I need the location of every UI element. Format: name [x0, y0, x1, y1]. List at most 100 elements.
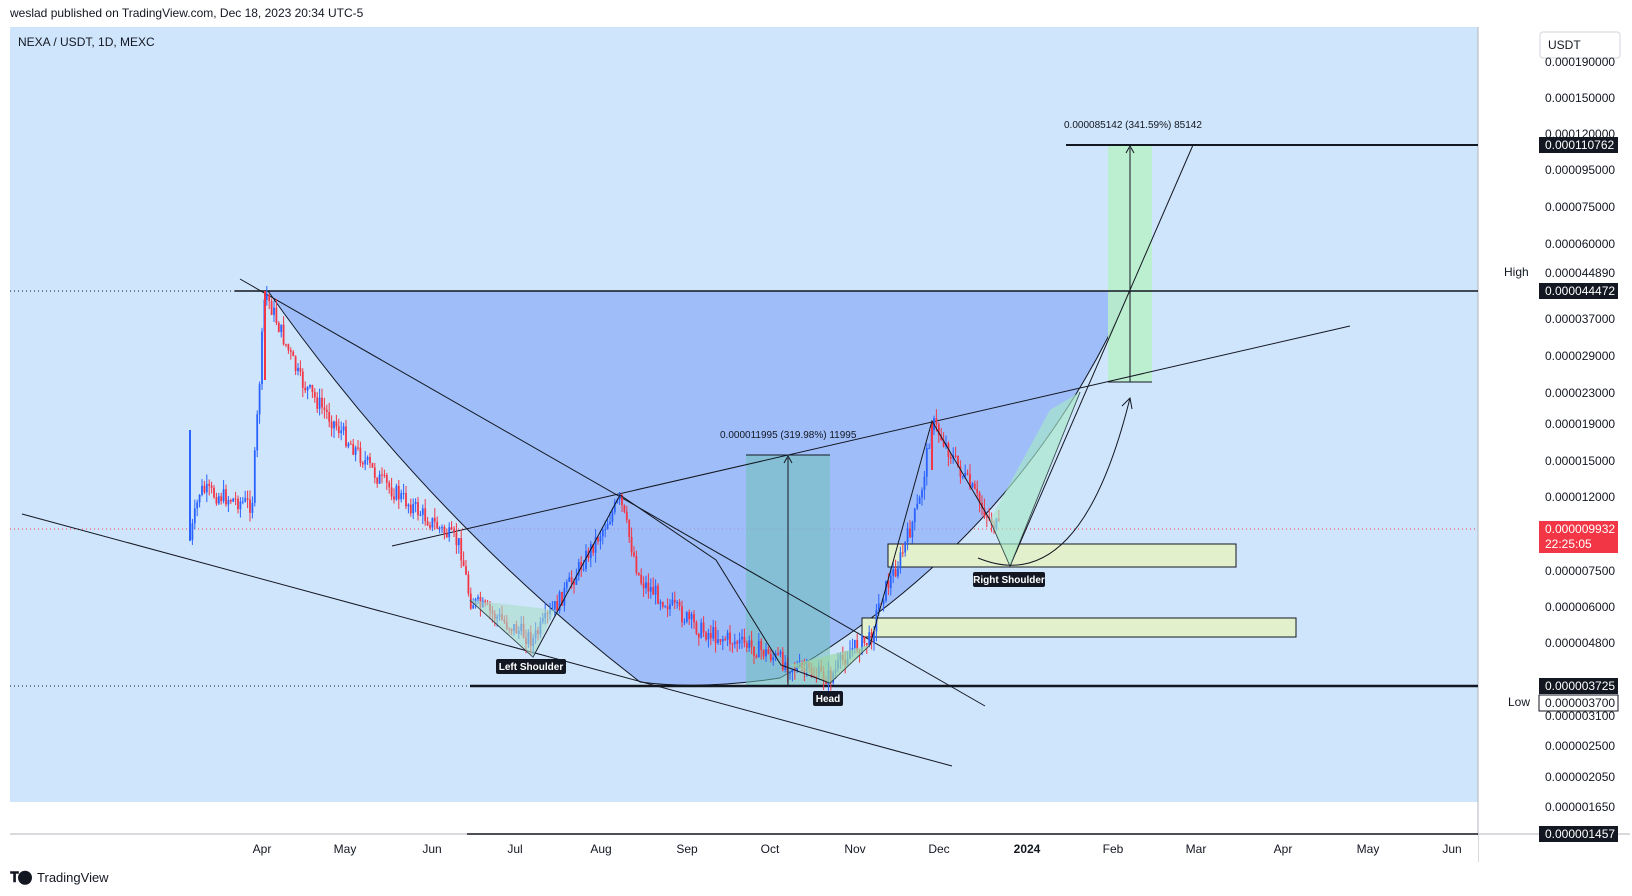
candle-body — [635, 556, 638, 573]
price-tick-17: 0.000003100 — [1545, 709, 1615, 723]
candle-body — [426, 521, 429, 526]
current-price-label: 0.000009932 22:25:05 — [1539, 521, 1618, 553]
candle-body — [465, 566, 467, 575]
candle-body — [441, 526, 443, 528]
time-tick-4: Aug — [590, 842, 611, 856]
candle-body — [450, 527, 453, 530]
candle-body — [472, 605, 475, 609]
candle-body — [325, 409, 328, 412]
candle-body — [676, 602, 679, 604]
time-tick-10: Feb — [1103, 842, 1124, 856]
candle-body — [405, 493, 407, 507]
symbol-label[interactable]: NEXA / USDT, 1D, MEXC — [18, 35, 155, 49]
price-tick-3: 0.000095000 — [1545, 163, 1615, 177]
candle-body — [342, 426, 345, 431]
candle-body — [376, 477, 379, 484]
candle-body — [402, 493, 405, 495]
candle-body — [705, 632, 707, 640]
candle-body — [429, 525, 431, 528]
candle-body — [222, 489, 225, 502]
candle-body — [709, 632, 712, 639]
candle-body — [714, 627, 717, 643]
candle-body — [906, 528, 909, 542]
candle-body — [957, 455, 959, 467]
price-tick-1: 0.000150000 — [1545, 91, 1615, 105]
candle-body — [438, 527, 441, 529]
candle-body — [232, 498, 235, 502]
candle-body — [304, 387, 307, 391]
candle-body — [606, 524, 609, 530]
svg-text:0.000003725: 0.000003725 — [1545, 679, 1615, 693]
candle-body — [685, 612, 688, 622]
candle-body — [347, 443, 350, 447]
price-tick-12: 0.000012000 — [1545, 490, 1615, 504]
svg-text:22:25:05: 22:25:05 — [1545, 537, 1592, 551]
candle-body — [885, 580, 887, 601]
candle-body — [654, 585, 657, 595]
candle-body — [774, 653, 777, 658]
candle-body — [633, 552, 635, 557]
time-tick-2: Jun — [422, 842, 441, 856]
candle-body — [381, 474, 383, 476]
candle-body — [292, 351, 295, 357]
candle-body — [203, 485, 206, 493]
candle-body — [882, 600, 885, 604]
candle-body — [973, 483, 976, 490]
candle-body — [707, 632, 710, 640]
candle-body — [419, 514, 422, 516]
candle-body — [275, 307, 278, 323]
candle-body — [349, 443, 352, 445]
candle-body — [414, 502, 417, 505]
time-scale[interactable] — [10, 835, 1478, 863]
candle-body — [601, 529, 604, 537]
candle-body — [417, 502, 419, 516]
candle-body — [378, 474, 381, 484]
candle-body — [477, 597, 479, 599]
candle-body — [625, 511, 628, 520]
candle-body — [397, 485, 400, 500]
price-tick-10: 0.000019000 — [1545, 417, 1615, 431]
candle-body — [923, 476, 926, 491]
svg-text:USDT: USDT — [1548, 38, 1581, 52]
candle-body — [196, 502, 199, 509]
candle-body — [765, 649, 767, 657]
candle-body — [412, 504, 415, 514]
candle-body — [777, 653, 779, 655]
candle-body — [678, 602, 681, 607]
candle-body — [731, 643, 734, 645]
currency-button[interactable]: USDT — [1539, 31, 1621, 59]
svg-text:0.000009932: 0.000009932 — [1545, 522, 1615, 536]
head-fill — [790, 645, 870, 683]
time-tick-13: May — [1357, 842, 1380, 856]
candle-body — [217, 496, 220, 504]
candle-body — [457, 538, 460, 546]
candle-body — [863, 636, 866, 643]
candle-body — [755, 655, 758, 658]
candle-body — [901, 552, 904, 554]
candle-body — [721, 639, 724, 642]
candle-body — [316, 397, 319, 409]
cup-pattern-fill — [268, 291, 1130, 686]
candle-body — [385, 475, 388, 483]
candle-body — [760, 640, 763, 651]
candle-body — [748, 640, 751, 648]
candle-body — [445, 533, 448, 538]
candle-body — [736, 641, 739, 644]
candle-body — [361, 462, 364, 465]
projection-arrow-curve — [977, 397, 1131, 566]
candle-body — [762, 650, 765, 657]
candle-body — [313, 391, 316, 398]
candle-body — [966, 472, 969, 475]
candle-body — [383, 474, 386, 476]
bottom-price-label: 0.000001457 — [1539, 826, 1618, 842]
time-tick-1: May — [334, 842, 357, 856]
footer-logo[interactable]: 𝐓⬤ TradingView — [10, 869, 109, 886]
candle-body — [645, 582, 647, 589]
candle-body — [345, 426, 347, 447]
candle-body — [462, 560, 465, 567]
demand-zone-upper — [887, 543, 1237, 568]
price-scale[interactable] — [1478, 27, 1630, 802]
candle-body — [637, 572, 640, 575]
candle-body — [733, 641, 736, 645]
